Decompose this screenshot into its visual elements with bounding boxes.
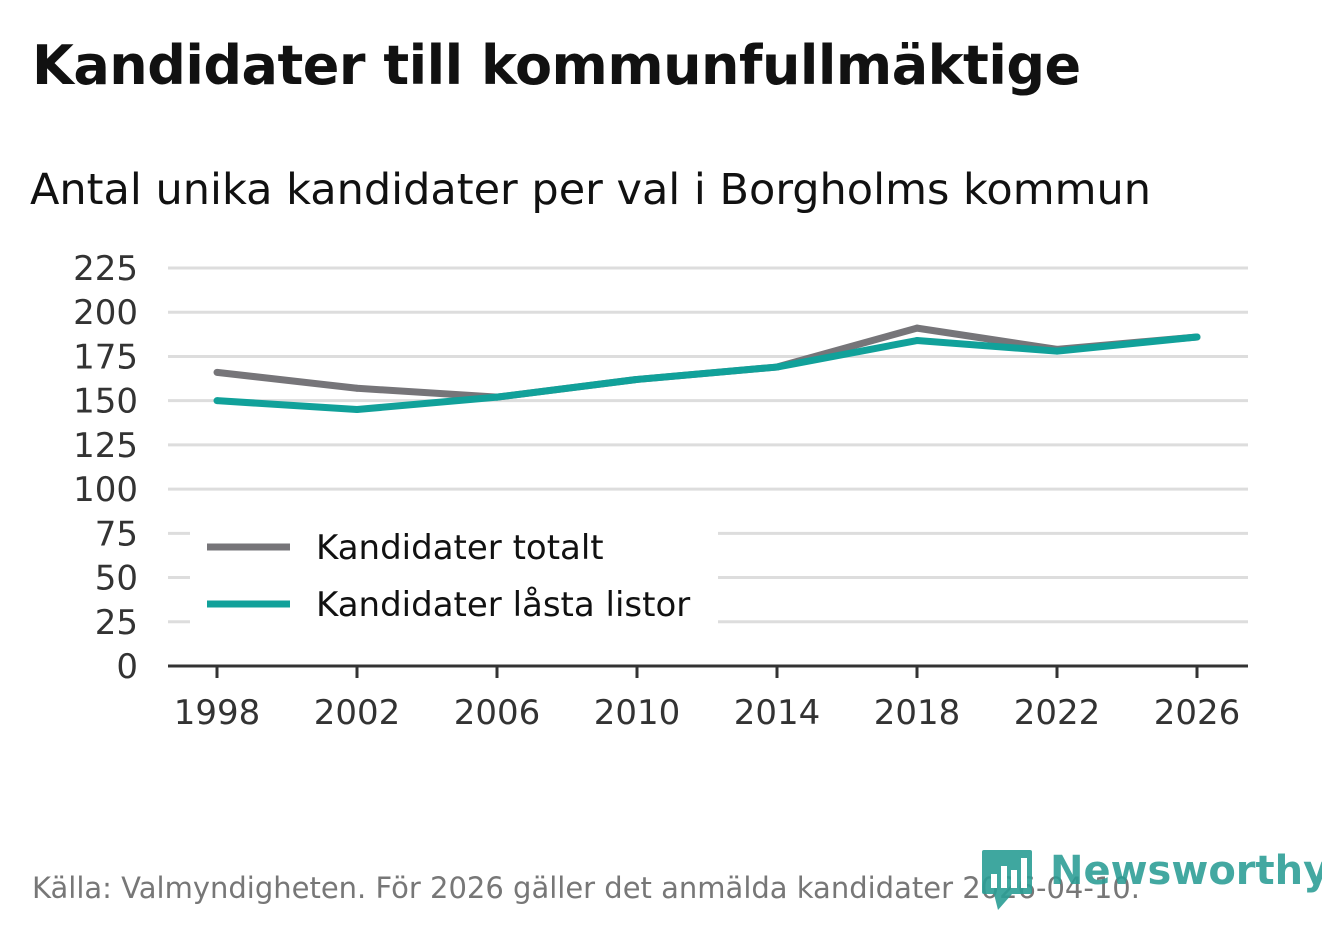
legend-label: Kandidater totalt [316,528,604,568]
chart-title: Kandidater till kommunfullmäktige [32,34,1081,97]
data-point [913,324,921,332]
series-line-lasta-listor [216,333,1198,414]
y-tick-label: 0 [116,647,138,687]
x-tick-label: 2018 [874,693,961,733]
legend-label: Kandidater låsta listor [316,585,690,625]
y-tick-label: 200 [73,293,138,333]
y-tick-label: 50 [95,559,138,599]
x-tick-label: 2002 [314,693,401,733]
x-axis-ticks: 1998 2002 2006 2010 2014 2018 2022 2026 [174,666,1241,733]
source-note: Källa: Valmyndigheten. För 2026 gäller d… [32,871,1140,905]
x-tick-label: 2022 [1014,693,1101,733]
data-point [913,337,921,345]
data-point [213,397,221,405]
bar-chart-icon [982,850,1032,910]
y-tick-label: 175 [73,337,138,377]
legend-background [190,520,718,630]
data-point [773,363,781,371]
data-point [353,384,361,392]
x-tick-label: 2026 [1154,693,1241,733]
x-tick-label: 2006 [454,693,541,733]
series-line-totalt [216,324,1198,401]
chart-subtitle: Antal unika kandidater per val i Borghol… [30,165,1151,215]
y-tick-label: 225 [73,249,138,289]
brand-name: Newsworthy [1050,848,1322,894]
y-tick-label: 125 [73,426,138,466]
data-point [1193,333,1201,341]
legend: Kandidater totalt Kandidater låsta listor [190,520,718,630]
x-tick-label: 2014 [734,693,821,733]
data-point [213,368,221,376]
y-tick-label: 100 [73,470,138,510]
y-tick-label: 150 [73,382,138,422]
newsworthy-logo: Newsworthy [982,848,1322,910]
data-point [353,406,361,414]
x-tick-label: 2010 [594,693,681,733]
data-point [493,393,501,401]
series-lines [213,324,1201,414]
data-point [633,375,641,383]
x-tick-label: 1998 [174,693,261,733]
data-point [1053,347,1061,355]
y-tick-label: 75 [95,514,138,554]
y-tick-label: 25 [95,603,138,643]
